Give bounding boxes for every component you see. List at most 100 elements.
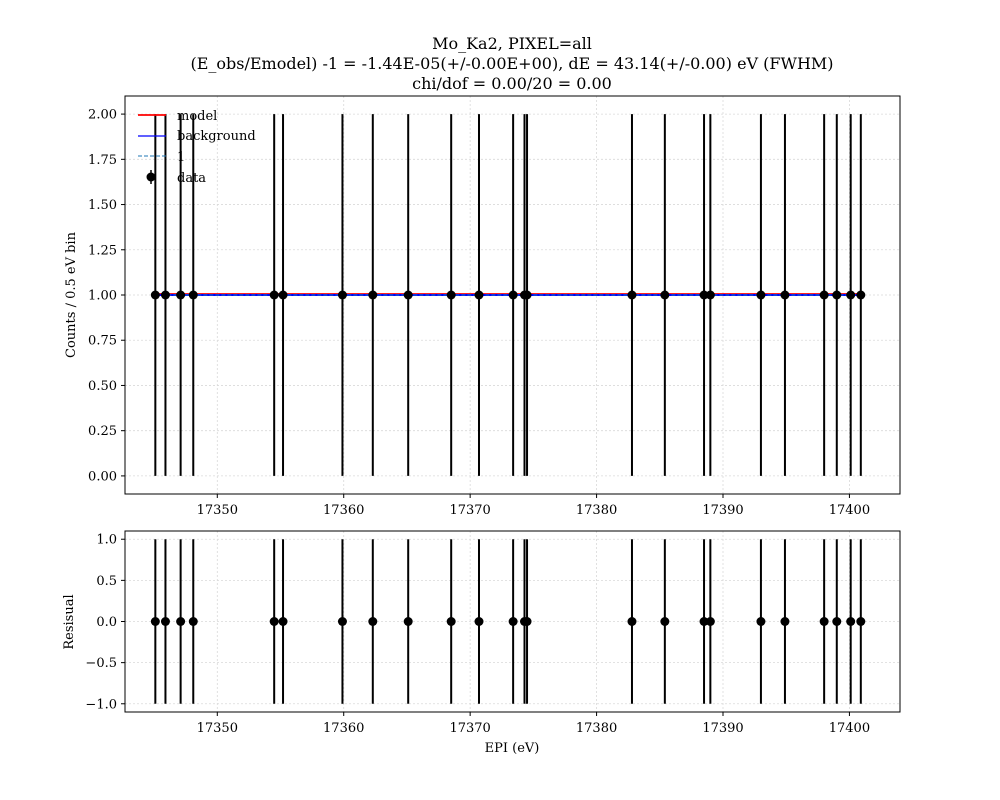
main-y-tick-label: 1.50 [88,198,117,213]
residual-data-point [188,617,198,626]
main-data-point [160,290,170,300]
main-y-tick-label: 0.50 [88,379,117,394]
main-data-point [474,290,484,300]
main-y-tick-label: 1.75 [88,153,117,168]
residual-data-point [176,617,186,626]
residual-data-point [627,617,637,626]
legend-entry-one: 1 [138,150,185,165]
main-data-point [403,290,413,300]
residual-data-series [150,539,866,704]
main-data-point [446,290,456,300]
main-data-point [150,290,160,300]
main-y-axis-label: Counts / 0.5 eV bin [64,231,79,358]
title-line-2: (E_obs/Emodel) -1 = -1.44E-05(+/-0.00E+0… [190,54,833,73]
main-y-tick-label: 2.00 [88,108,117,123]
residual-data-point [368,617,378,626]
residual-data-point [474,617,484,626]
legend: model background 1 data [138,109,256,186]
main-data-point [660,290,670,300]
main-data-point [756,290,766,300]
main-data-point [176,290,186,300]
main-data-point [856,290,866,300]
residual-data-point [269,617,279,626]
main-x-tick-label: 17390 [702,503,743,518]
legend-entry-data: data [146,170,206,186]
main-y-tick-label: 0.25 [88,424,117,439]
residual-x-tick-label: 17370 [449,721,490,736]
residual-data-point [780,617,790,626]
residual-data-point [699,617,709,626]
main-data-series [150,114,866,476]
title-line-1: Mo_Ka2, PIXEL=all [432,34,592,53]
residual-ticks: 17350 17360 17370 17380 17390 17400 −1.0 −0.5 0.… [85,533,870,736]
legend-label-background: background [177,129,256,144]
residual-data-point [756,617,766,626]
residual-y-tick-label: −0.5 [85,656,117,671]
main-plot-frame [124,95,901,495]
main-data-point [269,290,279,300]
residual-x-axis-label: EPI (eV) [485,741,540,756]
residual-x-tick-label: 17350 [197,721,238,736]
residual-y-tick-label: 1.0 [96,533,117,548]
residual-data-point [403,617,413,626]
main-data-point [522,290,532,300]
main-data-point [368,290,378,300]
legend-label-data: data [177,171,206,186]
residual-data-point [337,617,347,626]
residual-grid [125,531,900,712]
residual-y-tick-label: 0.0 [96,615,117,630]
main-model-lines [155,293,861,296]
residual-x-tick-label: 17390 [702,721,743,736]
main-y-tick-label: 0.75 [88,334,117,349]
main-data-point [699,290,709,300]
main-data-point [705,290,715,300]
residual-y-tick-label: 0.5 [96,574,117,589]
chart-title: Mo_Ka2, PIXEL=all (E_obs/Emodel) -1 = -1… [190,34,833,93]
residual-x-tick-label: 17360 [323,721,364,736]
residual-data-point [278,617,288,626]
main-x-tick-label: 17380 [576,503,617,518]
main-x-tick-label: 17400 [829,503,870,518]
main-y-tick-label: 0.00 [88,469,117,484]
main-data-point [508,290,518,300]
residual-plot-frame [124,530,901,713]
legend-label-one: 1 [177,150,185,165]
residual-y-tick-label: −1.0 [85,697,117,712]
main-data-point [846,290,856,300]
main-x-tick-label: 17350 [197,503,238,518]
residual-data-point [846,617,856,626]
main-data-point [188,290,198,300]
legend-entry-background: background [138,129,256,144]
legend-entry-model: model [138,109,217,124]
main-panel: 17350 17360 17370 17380 17390 17400 0.00 0.25 0.… [64,95,901,518]
residual-x-tick-label: 17400 [829,721,870,736]
main-data-point [780,290,790,300]
main-data-point [337,290,347,300]
main-data-point [278,290,288,300]
main-y-tick-label: 1.00 [88,289,117,304]
residual-data-point [856,617,866,626]
main-x-tick-label: 17360 [323,503,364,518]
main-ticks: 17350 17360 17370 17380 17390 17400 0.00 0.25 0.… [88,108,870,518]
title-line-3: chi/dof = 0.00/20 = 0.00 [412,74,612,93]
residual-data-point [508,617,518,626]
residual-data-point [150,617,160,626]
residual-data-point [160,617,170,626]
main-x-tick-label: 17370 [449,503,490,518]
residual-data-point [660,617,670,626]
legend-swatch-data-marker [146,172,156,182]
legend-label-model: model [177,109,217,124]
residual-data-point [446,617,456,626]
residual-data-point [832,617,842,626]
residual-data-point [819,617,829,626]
residual-data-point [705,617,715,626]
main-data-point [832,290,842,300]
residual-data-point [522,617,532,626]
main-data-point [819,290,829,300]
residual-panel: 17350 17360 17370 17380 17390 17400 −1.0 −0.5 0.… [62,530,901,756]
main-data-point [627,290,637,300]
residual-y-axis-label: Resisual [62,594,77,649]
residual-x-tick-label: 17380 [576,721,617,736]
